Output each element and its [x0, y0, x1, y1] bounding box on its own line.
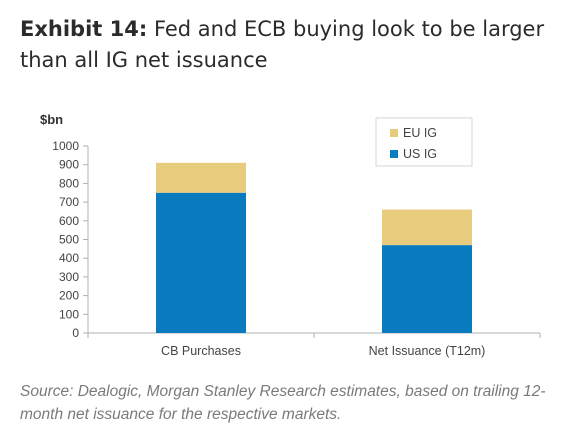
y-tick-label: 300	[59, 270, 79, 284]
exhibit-number: Exhibit 14:	[20, 17, 148, 41]
y-tick-label: 700	[59, 195, 79, 209]
exhibit-title: Exhibit 14: Fed and ECB buying look to b…	[20, 14, 565, 76]
y-tick-label: 900	[59, 158, 79, 172]
y-tick-label: 400	[59, 251, 79, 265]
legend-label-eu-ig: EU IG	[403, 126, 437, 140]
y-tick-label: 100	[59, 307, 79, 321]
y-tick-label: 600	[59, 214, 79, 228]
y-tick-label: 500	[59, 233, 79, 247]
source-note: Source: Dealogic, Morgan Stanley Researc…	[20, 383, 546, 423]
x-tick-label: CB Purchases	[161, 344, 241, 358]
legend-label-us-ig: US IG	[403, 147, 437, 161]
y-tick-label: 0	[72, 326, 79, 340]
bar-us-ig-1	[156, 192, 246, 333]
legend-swatch-eu-ig	[390, 129, 398, 137]
y-tick-label: 800	[59, 176, 79, 190]
y-axis-label: $bn	[40, 112, 63, 127]
bar-eu-ig-1	[156, 162, 246, 193]
y-tick-label: 200	[59, 289, 79, 303]
legend-swatch-us-ig	[390, 150, 398, 158]
y-tick-label: 1000	[52, 139, 79, 153]
bar-us-ig-2	[382, 245, 472, 333]
exhibit-title-text: Fed and ECB buying look to be larger tha…	[20, 17, 545, 72]
bar-eu-ig-2	[382, 209, 472, 246]
stacked-bar-chart: $bn 0 100 200 300 400 500 600 700 800 900 1000 CB Pu…	[40, 112, 541, 358]
x-tick-label: Net Issuance (T12m)	[369, 344, 486, 358]
